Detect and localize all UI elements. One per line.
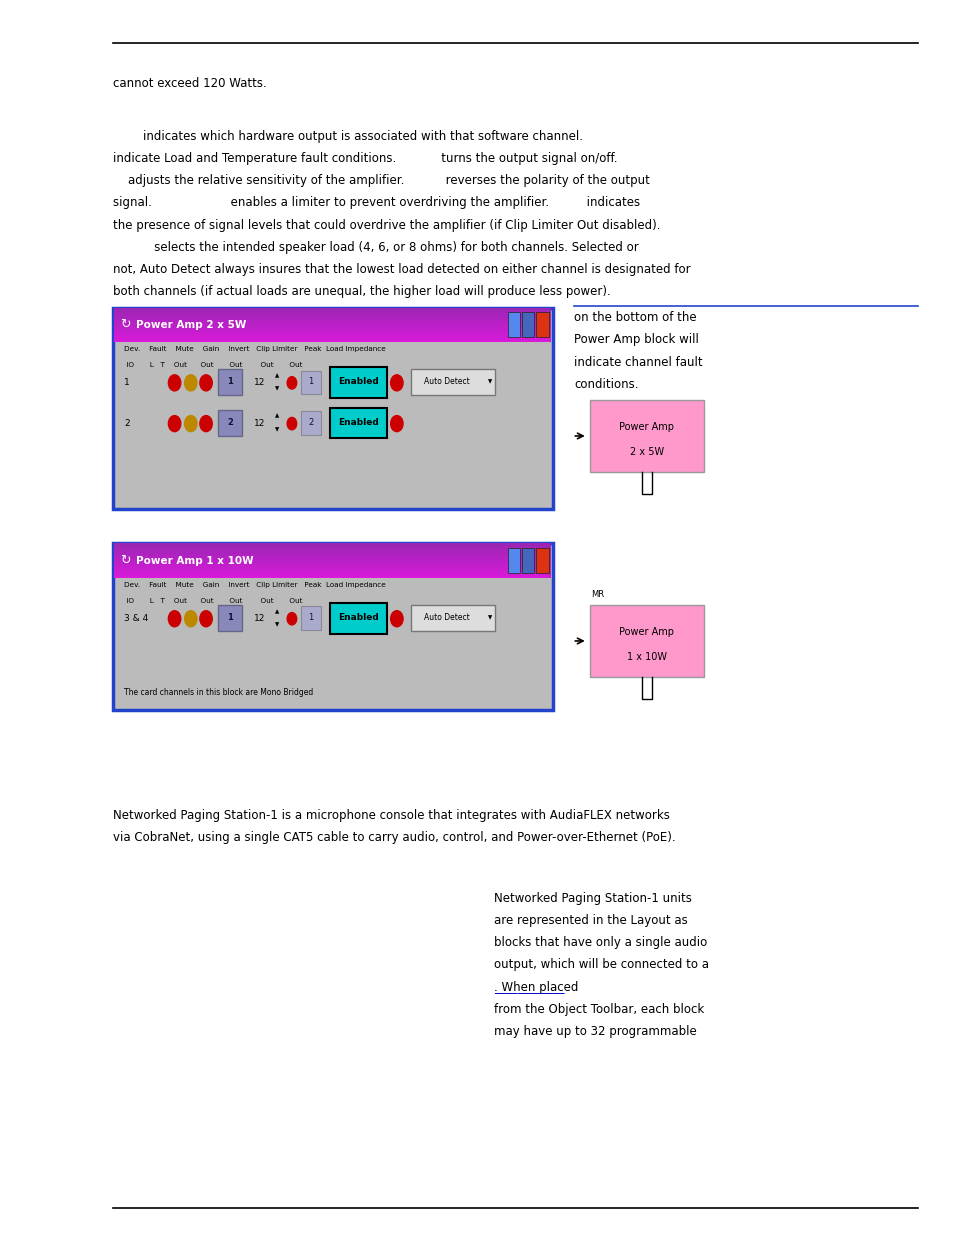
Text: ▲: ▲ — [274, 373, 278, 378]
FancyBboxPatch shape — [589, 605, 703, 677]
Text: 2: 2 — [124, 419, 130, 429]
Text: ▼: ▼ — [274, 622, 278, 627]
FancyBboxPatch shape — [112, 308, 553, 509]
Text: ▲: ▲ — [274, 414, 278, 419]
Text: via CobraNet, using a single CAT5 cable to carry audio, control, and Power-over-: via CobraNet, using a single CAT5 cable … — [112, 831, 675, 845]
FancyBboxPatch shape — [112, 543, 553, 710]
Text: 2: 2 — [308, 417, 314, 427]
Text: Enabled: Enabled — [338, 417, 378, 427]
Text: Power Amp: Power Amp — [618, 627, 674, 637]
FancyBboxPatch shape — [411, 605, 495, 631]
Text: from the Object Toolbar, each block: from the Object Toolbar, each block — [494, 1003, 703, 1016]
FancyBboxPatch shape — [521, 548, 534, 573]
Text: IO       L   T    Out      Out       Out        Out       Out: IO L T Out Out Out Out Out — [124, 598, 302, 604]
Text: ▼: ▼ — [487, 615, 491, 620]
Text: Power Amp 1 x 10W: Power Amp 1 x 10W — [136, 556, 253, 566]
Text: 1: 1 — [308, 377, 314, 387]
Text: 1 x 10W: 1 x 10W — [626, 652, 666, 662]
Circle shape — [185, 611, 196, 627]
Circle shape — [287, 417, 296, 430]
Text: indicates which hardware output is associated with that software channel.: indicates which hardware output is assoc… — [112, 130, 582, 143]
FancyBboxPatch shape — [217, 369, 242, 395]
Text: signal.                     enables a limiter to prevent overdriving the amplifi: signal. enables a limiter to prevent ove… — [112, 196, 639, 210]
Circle shape — [200, 416, 212, 432]
Circle shape — [185, 375, 196, 391]
Circle shape — [185, 416, 196, 432]
Text: Auto Detect: Auto Detect — [423, 613, 469, 622]
FancyBboxPatch shape — [507, 548, 519, 573]
Text: 1: 1 — [308, 613, 314, 622]
FancyBboxPatch shape — [589, 400, 703, 472]
Circle shape — [287, 377, 296, 389]
Text: cannot exceed 120 Watts.: cannot exceed 120 Watts. — [112, 77, 266, 90]
Circle shape — [390, 416, 403, 432]
Circle shape — [390, 611, 403, 627]
Text: not, Auto Detect always insures that the lowest load detected on either channel : not, Auto Detect always insures that the… — [112, 263, 689, 277]
Text: ↻: ↻ — [120, 555, 131, 567]
Text: Enabled: Enabled — [338, 377, 378, 387]
FancyBboxPatch shape — [300, 370, 321, 394]
Text: Networked Paging Station-1 is a microphone console that integrates with AudiaFLE: Networked Paging Station-1 is a micropho… — [112, 809, 669, 823]
Text: Power Amp 2 x 5W: Power Amp 2 x 5W — [136, 320, 247, 330]
Circle shape — [168, 375, 180, 391]
Text: Dev.    Fault    Mute    Gain    Invert   Clip Limiter   Peak  Load Impedance: Dev. Fault Mute Gain Invert Clip Limiter… — [124, 582, 385, 588]
Text: adjusts the relative sensitivity of the amplifier.           reverses the polari: adjusts the relative sensitivity of the … — [112, 174, 649, 188]
Text: Power Amp: Power Amp — [618, 422, 674, 432]
Text: IO       L   T    Out      Out       Out        Out       Out: IO L T Out Out Out Out Out — [124, 362, 302, 368]
Text: ↻: ↻ — [120, 319, 131, 331]
Text: indicate channel fault: indicate channel fault — [574, 356, 702, 369]
Text: blocks that have only a single audio: blocks that have only a single audio — [494, 936, 707, 950]
Text: both channels (if actual loads are unequal, the higher load will produce less po: both channels (if actual loads are unequ… — [112, 285, 610, 299]
Text: may have up to 32 programmable: may have up to 32 programmable — [494, 1025, 697, 1039]
Text: indicate Load and Temperature fault conditions.            turns the output sign: indicate Load and Temperature fault cond… — [112, 152, 617, 165]
FancyBboxPatch shape — [217, 605, 242, 631]
Text: ▼: ▼ — [274, 427, 278, 432]
Text: Auto Detect: Auto Detect — [423, 377, 469, 387]
FancyBboxPatch shape — [300, 411, 321, 435]
Text: output, which will be connected to a: output, which will be connected to a — [494, 958, 708, 972]
Text: The card channels in this block are Mono Bridged: The card channels in this block are Mono… — [124, 688, 313, 698]
Text: 2: 2 — [227, 417, 233, 427]
Text: MR: MR — [591, 590, 604, 599]
Text: ▼: ▼ — [487, 379, 491, 384]
FancyBboxPatch shape — [411, 369, 495, 395]
FancyBboxPatch shape — [217, 410, 242, 436]
Text: 3 & 4: 3 & 4 — [124, 614, 148, 624]
Text: ▲: ▲ — [274, 609, 278, 614]
FancyBboxPatch shape — [330, 603, 387, 634]
Text: 2 x 5W: 2 x 5W — [629, 447, 663, 457]
Text: on the bottom of the: on the bottom of the — [574, 311, 697, 325]
Text: 12: 12 — [253, 614, 265, 624]
Circle shape — [168, 611, 180, 627]
FancyBboxPatch shape — [300, 606, 321, 630]
Text: 1: 1 — [227, 613, 233, 622]
Text: . When placed: . When placed — [494, 981, 578, 994]
Text: are represented in the Layout as: are represented in the Layout as — [494, 914, 687, 927]
FancyBboxPatch shape — [330, 408, 387, 438]
Text: 1: 1 — [227, 377, 233, 387]
Circle shape — [200, 611, 212, 627]
Circle shape — [390, 375, 403, 391]
Text: 12: 12 — [253, 419, 265, 429]
FancyBboxPatch shape — [536, 548, 548, 573]
Text: Dev.    Fault    Mute    Gain    Invert   Clip Limiter   Peak  Load Impedance: Dev. Fault Mute Gain Invert Clip Limiter… — [124, 346, 385, 352]
Circle shape — [168, 416, 180, 432]
FancyBboxPatch shape — [521, 312, 534, 337]
FancyBboxPatch shape — [536, 312, 548, 337]
Circle shape — [200, 375, 212, 391]
Text: the presence of signal levels that could overdrive the amplifier (if Clip Limite: the presence of signal levels that could… — [112, 219, 659, 232]
Text: selects the intended speaker load (4, 6, or 8 ohms) for both channels. Selected : selects the intended speaker load (4, 6,… — [112, 241, 638, 254]
Text: Enabled: Enabled — [338, 613, 378, 622]
FancyBboxPatch shape — [330, 367, 387, 398]
Circle shape — [287, 613, 296, 625]
FancyBboxPatch shape — [507, 312, 519, 337]
Text: ▼: ▼ — [274, 387, 278, 391]
Text: 1: 1 — [124, 378, 130, 388]
Text: 12: 12 — [253, 378, 265, 388]
Text: conditions.: conditions. — [574, 378, 639, 391]
Text: Networked Paging Station-1 units: Networked Paging Station-1 units — [494, 892, 691, 905]
Text: ____________: ____________ — [494, 981, 564, 994]
Text: Power Amp block will: Power Amp block will — [574, 333, 699, 347]
